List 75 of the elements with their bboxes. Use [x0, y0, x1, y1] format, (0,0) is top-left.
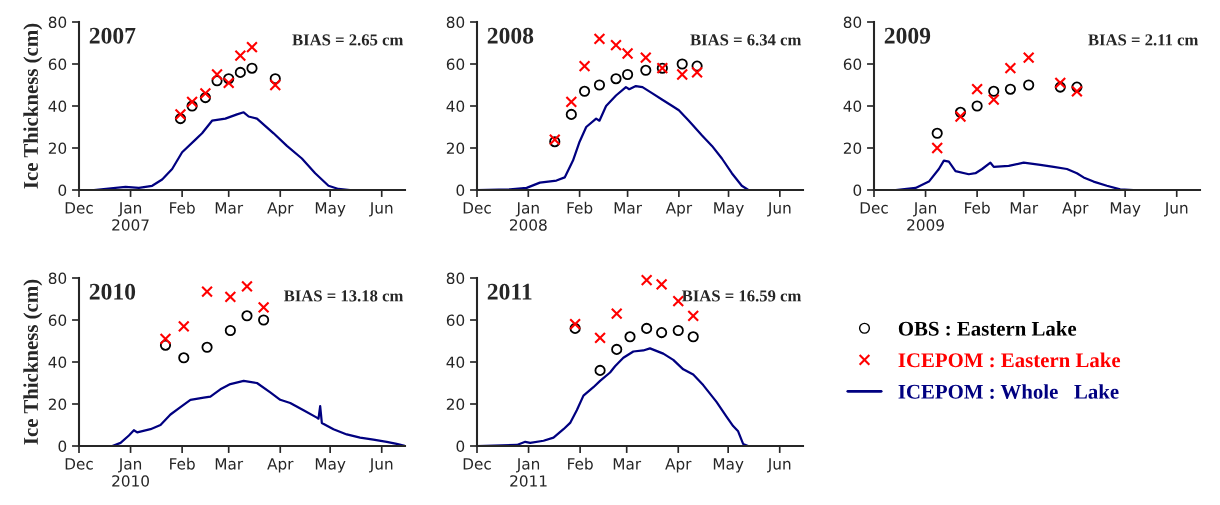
- annotation: BIAS = 16.59 cm: [681, 290, 802, 302]
- annotation: BIAS = 13.18 cm: [283, 290, 404, 302]
- y-tick-label: 80: [446, 272, 465, 285]
- chart-title: 2008: [487, 27, 534, 44]
- x-tick-label: Apr: [665, 458, 692, 473]
- y-tick-label: 0: [58, 440, 67, 453]
- x-tick-label: Jun: [368, 202, 393, 217]
- x-tick-label: May: [714, 202, 744, 217]
- annotation: BIAS = 2.11 cm: [1088, 34, 1199, 46]
- x-tick-label: Feb: [965, 201, 990, 214]
- y-tick-label: 20: [446, 142, 465, 155]
- legend-label: OBS : Eastern Lake: [898, 321, 1077, 336]
- y-tick-label: 60: [446, 314, 465, 327]
- y-axis-title: Ice Thickness (cm): [23, 23, 43, 189]
- annotation: BIAS = 2.65 cm: [292, 34, 404, 46]
- x-tick-label: Mar: [1010, 202, 1039, 214]
- x-tick-label: Jan 2007: [112, 202, 149, 231]
- y-tick-label: 60: [48, 314, 67, 327]
- x-tick-label: Feb: [170, 457, 195, 470]
- x-tick-label: Mar: [614, 202, 642, 214]
- y-tick-label: 20: [446, 398, 465, 411]
- x-tick-label: May: [713, 458, 744, 473]
- x-tick-label: Dec: [65, 458, 93, 470]
- x-tick-label: Jun: [368, 458, 393, 473]
- y-tick-label: 60: [446, 58, 465, 71]
- x-tick-label: Jan 2010: [112, 458, 149, 487]
- x-tick-label: Dec: [860, 202, 888, 214]
- y-tick-label: 80: [48, 16, 67, 29]
- x-tick-label: Dec: [463, 202, 491, 214]
- x-tick-label: Mar: [215, 458, 244, 470]
- chart-title: 2010: [89, 283, 136, 300]
- legend-label: ICEPOM : Eastern Lake: [898, 352, 1121, 368]
- y-tick-label: 80: [48, 272, 67, 285]
- x-tick-label: Apr: [267, 458, 294, 473]
- legend-label: ICEPOM : Whole Lake: [898, 384, 1119, 399]
- x-tick-label: May: [315, 202, 346, 217]
- x-tick-label: Jun: [766, 458, 791, 473]
- x-tick-label: May: [315, 458, 346, 473]
- chart-title: 2009: [884, 27, 931, 44]
- y-tick-label: 60: [48, 58, 67, 71]
- x-tick-label: Apr: [1062, 202, 1089, 217]
- x-tick-label: Jun: [767, 202, 791, 217]
- x-tick-label: Jan 2008: [509, 202, 547, 231]
- y-tick-label: 0: [58, 184, 67, 197]
- y-tick-label: 80: [446, 16, 465, 29]
- y-tick-label: 40: [48, 356, 67, 369]
- annotation: BIAS = 6.34 cm: [690, 34, 802, 46]
- y-tick-label: 40: [48, 100, 67, 113]
- x-tick-label: Mar: [215, 202, 244, 214]
- x-tick-label: Dec: [65, 202, 93, 214]
- y-tick-label: 40: [446, 100, 465, 113]
- y-tick-label: 20: [843, 142, 862, 155]
- y-axis-title: Ice Thickness (cm): [23, 279, 43, 445]
- y-tick-label: 60: [843, 58, 862, 71]
- x-tick-label: Apr: [267, 202, 294, 217]
- y-tick-label: 40: [446, 356, 465, 369]
- x-tick-label: Jan 2011: [510, 458, 547, 487]
- y-tick-label: 20: [48, 398, 67, 411]
- chart-title: 2007: [89, 27, 136, 44]
- x-tick-label: Mar: [613, 458, 642, 470]
- y-tick-label: 0: [456, 440, 465, 453]
- x-tick-label: Feb: [567, 201, 593, 214]
- y-tick-label: 0: [456, 184, 465, 197]
- x-tick-label: Jan 2009: [907, 202, 944, 231]
- y-tick-label: 0: [853, 184, 862, 197]
- x-tick-label: Feb: [568, 457, 593, 470]
- y-tick-label: 80: [843, 16, 862, 29]
- x-tick-label: May: [1110, 202, 1141, 217]
- x-tick-label: Jun: [1163, 202, 1188, 217]
- chart-title: 2011: [487, 283, 532, 300]
- y-tick-label: 40: [843, 100, 862, 113]
- x-tick-label: Dec: [463, 458, 491, 470]
- y-tick-label: 20: [48, 142, 67, 155]
- x-tick-label: Apr: [665, 202, 693, 217]
- x-tick-label: Feb: [170, 201, 195, 214]
